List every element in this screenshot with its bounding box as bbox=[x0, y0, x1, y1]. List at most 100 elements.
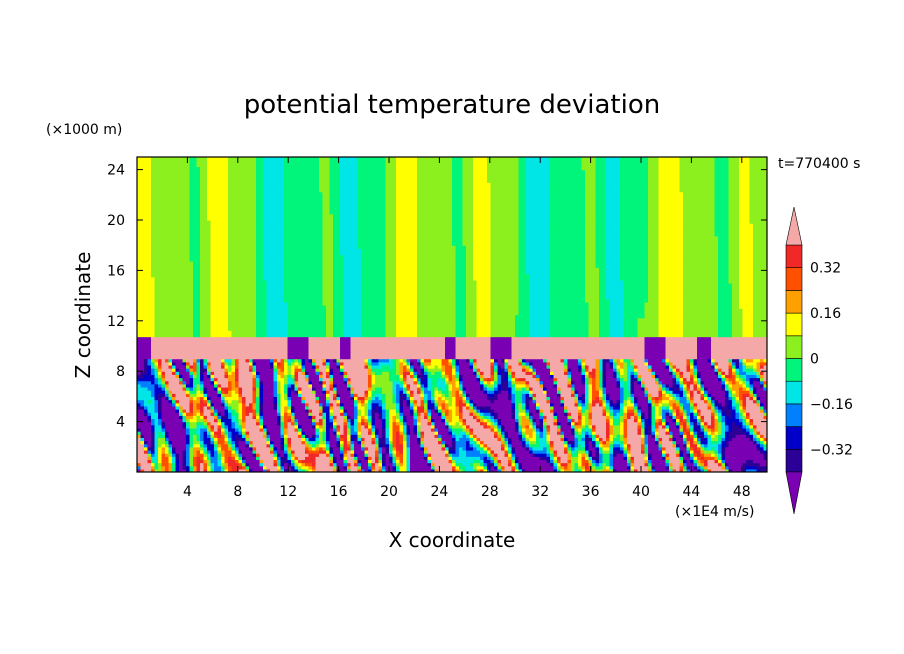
contour-cell bbox=[392, 462, 397, 467]
contour-cell bbox=[200, 465, 205, 470]
contour-cell bbox=[455, 427, 460, 432]
contour-cell bbox=[406, 449, 411, 454]
contour-cell bbox=[308, 456, 313, 460]
contour-cell bbox=[319, 437, 324, 442]
contour-cell bbox=[735, 421, 740, 426]
contour-cell bbox=[245, 431, 250, 435]
contour-cell bbox=[259, 418, 264, 423]
contour-cell bbox=[452, 468, 457, 472]
contour-cell bbox=[672, 434, 677, 438]
contour-cell bbox=[669, 456, 674, 460]
contour-cell bbox=[735, 446, 740, 451]
contour-cell bbox=[147, 421, 152, 426]
contour-cell bbox=[676, 424, 681, 429]
contour-cell bbox=[595, 427, 600, 432]
contour-cell bbox=[207, 459, 212, 464]
contour-cell bbox=[504, 459, 509, 464]
contour-cell bbox=[280, 431, 285, 435]
contour-cell bbox=[210, 437, 215, 442]
y-unit-label: (×1000 m) bbox=[46, 122, 122, 138]
contour-cell bbox=[361, 468, 366, 472]
contour-cell bbox=[658, 443, 663, 448]
contour-cell bbox=[347, 421, 352, 426]
contour-cell bbox=[147, 465, 152, 470]
contour-cell bbox=[399, 446, 404, 451]
contour-cell bbox=[280, 453, 285, 457]
contour-cell bbox=[522, 440, 527, 445]
contour-cell bbox=[147, 446, 152, 451]
contour-cell bbox=[466, 465, 471, 470]
contour-cell bbox=[753, 446, 758, 451]
contour-cell bbox=[508, 437, 513, 442]
contour-cell bbox=[445, 449, 450, 454]
contour-cell bbox=[662, 434, 667, 438]
contour-cell bbox=[669, 468, 674, 472]
contour-cell bbox=[683, 434, 688, 438]
contour-cell bbox=[560, 443, 565, 448]
contour-cell bbox=[585, 446, 590, 451]
contour-cell bbox=[508, 465, 513, 470]
contour-cell bbox=[529, 465, 534, 470]
contour-cell bbox=[382, 424, 387, 429]
contour-cell bbox=[515, 449, 520, 454]
contour-cell bbox=[627, 421, 632, 426]
contour-cell bbox=[140, 459, 145, 464]
contour-cell bbox=[144, 427, 149, 432]
contour-cell bbox=[375, 434, 380, 438]
contour-cell bbox=[294, 465, 299, 470]
contour-cell bbox=[686, 427, 691, 432]
contour-cell bbox=[364, 443, 369, 448]
contour-cell bbox=[417, 446, 422, 451]
contour-cell bbox=[140, 440, 145, 445]
contour-cell bbox=[406, 431, 411, 435]
contour-cell bbox=[553, 465, 558, 470]
contour-cell bbox=[326, 468, 331, 472]
contour-cell bbox=[364, 465, 369, 470]
contour-cell bbox=[613, 468, 618, 472]
contour-cell bbox=[147, 453, 152, 457]
contour-cell bbox=[396, 449, 401, 454]
contour-cell bbox=[312, 431, 317, 435]
contour-cell bbox=[672, 418, 677, 423]
contour-cell bbox=[553, 443, 558, 448]
contour-cell bbox=[487, 434, 492, 438]
contour-cell bbox=[214, 415, 219, 420]
contour-cell bbox=[494, 431, 499, 435]
contour-cell bbox=[469, 415, 474, 420]
contour-cell bbox=[189, 468, 194, 472]
contour-cell bbox=[557, 443, 562, 448]
contour-cell bbox=[483, 421, 488, 426]
contour-cell bbox=[543, 434, 548, 438]
contour-cell bbox=[651, 446, 656, 451]
contour-cell bbox=[718, 456, 723, 460]
contour-cell bbox=[210, 431, 215, 435]
contour-cell bbox=[151, 427, 156, 432]
contour-cell bbox=[203, 456, 208, 460]
contour-cell bbox=[651, 456, 656, 460]
contour-cell bbox=[210, 462, 215, 467]
contour-cell bbox=[161, 446, 166, 451]
contour-cell bbox=[557, 453, 562, 457]
contour-cell bbox=[182, 449, 187, 454]
contour-cell bbox=[686, 437, 691, 442]
contour-cell bbox=[266, 415, 271, 420]
contour-cell bbox=[592, 431, 597, 435]
contour-cell bbox=[571, 468, 576, 472]
contour-cell bbox=[403, 434, 408, 438]
contour-cell bbox=[679, 418, 684, 423]
contour-cell bbox=[340, 427, 345, 432]
contour-cell bbox=[504, 437, 509, 442]
contour-cell bbox=[280, 443, 285, 448]
contour-cell bbox=[529, 418, 534, 423]
contour-cell bbox=[581, 465, 586, 470]
contour-cell bbox=[441, 449, 446, 454]
contour-cell bbox=[637, 468, 642, 472]
contour-cell bbox=[431, 453, 436, 457]
contour-cell bbox=[263, 465, 268, 470]
contour-cell bbox=[175, 449, 180, 454]
contour-cell bbox=[546, 456, 551, 460]
contour-cell bbox=[333, 424, 338, 429]
contour-cell bbox=[693, 424, 698, 429]
contour-cell bbox=[147, 456, 152, 460]
contour-cell bbox=[357, 440, 362, 445]
